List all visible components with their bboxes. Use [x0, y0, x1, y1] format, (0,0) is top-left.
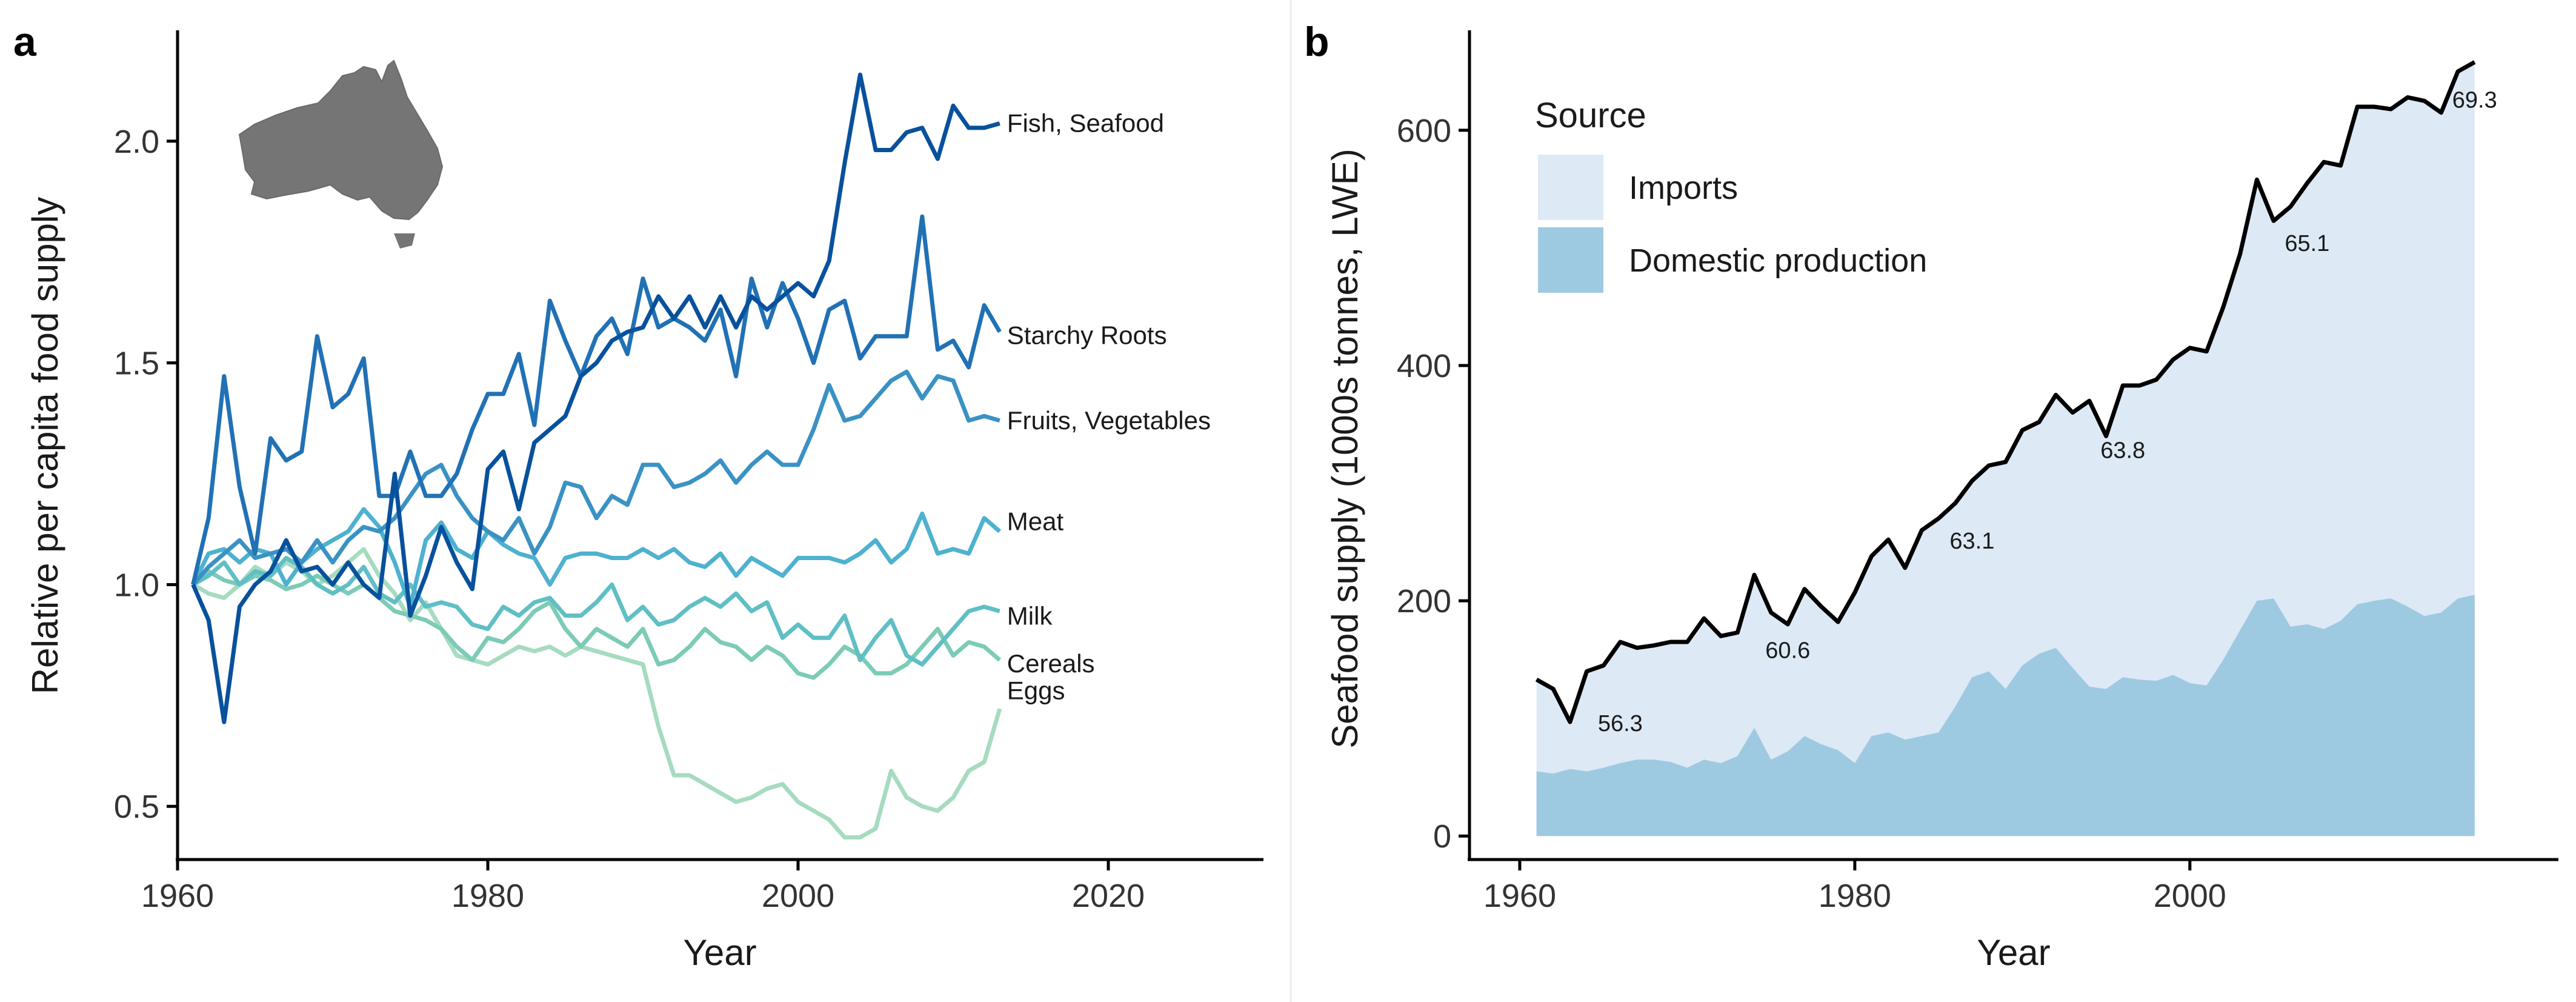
panel-a-plot-area	[191, 72, 1002, 840]
series-line-fruits-vegetables	[191, 369, 1000, 586]
series-label-meat: Meat	[1007, 507, 1064, 536]
series-line-total	[1535, 60, 2476, 724]
legend-label-domestic-production: Domestic production	[1629, 242, 1927, 279]
series-label-starchy-roots: Starchy Roots	[1007, 321, 1167, 349]
y-tick-label: 0	[1433, 818, 1451, 855]
series-label-milk: Milk	[1007, 601, 1053, 630]
y-tick-label: 200	[1397, 583, 1451, 620]
series-line-milk	[191, 556, 1000, 667]
x-tick-label: 2000	[2154, 878, 2226, 914]
series-label-eggs: Eggs	[1007, 676, 1065, 704]
x-tick-label: 1960	[141, 878, 214, 914]
x-tick-label: 1980	[1819, 878, 1891, 914]
series-line-meat	[191, 507, 1002, 609]
panel-b-plot-area	[1535, 60, 2476, 837]
panel-a-chart: 0.5 1.0 1.5 2.0 1960 1980 2000 2020 EggsCereal…	[25, 30, 1263, 973]
x-tick-label: 1960	[1483, 878, 1556, 914]
series-line-cereals	[191, 569, 1002, 680]
panel-letter-b: b	[1304, 19, 1330, 65]
series-label-cereals: Cereals	[1007, 649, 1095, 678]
legend-swatch-domestic-production	[1538, 227, 1603, 293]
annotation-label: 60.6	[1765, 638, 1810, 664]
x-tick-label: 1980	[451, 878, 524, 914]
panel-a-x-axis-title: Year	[683, 932, 756, 973]
y-tick-label: 1.0	[114, 567, 159, 603]
panel-b-legend: Source Imports Domestic production	[1535, 96, 1927, 293]
x-tick-label: 2020	[1072, 878, 1145, 914]
annotation-label: 63.8	[2100, 438, 2145, 464]
annotation-label: 63.1	[1949, 529, 1994, 554]
panel-b-chart: 0 200 400 600 1960 1980 2000 56.3 60.6 63.1 63.8…	[1325, 30, 2558, 973]
y-tick-label: 0.5	[114, 789, 159, 825]
series-line-starchy-roots	[191, 214, 1002, 586]
panel-b-y-ticks: 0 200 400 600	[1397, 113, 1469, 855]
panel-a-x-ticks: 1960 1980 2000 2020	[141, 860, 1145, 914]
panel-letter-a: a	[13, 19, 37, 65]
y-tick-label: 1.5	[114, 346, 159, 382]
australia-map-icon	[238, 59, 444, 249]
series-line-fish-seafood	[191, 72, 1000, 724]
series-label-fruits-vegetables: Fruits, Vegetables	[1007, 406, 1211, 435]
y-tick-label: 400	[1397, 348, 1451, 384]
panel-a-y-ticks: 0.5 1.0 1.5 2.0	[114, 124, 178, 825]
panel-b-x-ticks: 1960 1980 2000	[1483, 860, 2226, 914]
panel-b-annotations: 56.3 60.6 63.1 63.8 65.1 69.3	[1598, 87, 2497, 736]
annotation-label: 56.3	[1598, 711, 1643, 736]
annotation-label: 69.3	[2452, 87, 2497, 113]
y-tick-label: 600	[1397, 113, 1451, 149]
x-tick-label: 2000	[762, 878, 834, 914]
y-tick-label: 2.0	[114, 124, 159, 160]
legend-label-imports: Imports	[1629, 170, 1738, 206]
panel-b-y-axis-title: Seafood supply (1000s tonnes, LWE)	[1325, 149, 1365, 748]
panel-a-y-axis-title: Relative per capita food supply	[25, 197, 65, 695]
series-label-fish-seafood: Fish, Seafood	[1007, 109, 1164, 138]
annotation-label: 65.1	[2285, 231, 2329, 256]
panel-b-x-axis-title: Year	[1977, 932, 2050, 973]
legend-swatch-imports	[1538, 155, 1603, 220]
area-domestic-production	[1536, 595, 2475, 837]
series-line-eggs	[191, 547, 1002, 840]
legend-title: Source	[1535, 96, 1646, 135]
